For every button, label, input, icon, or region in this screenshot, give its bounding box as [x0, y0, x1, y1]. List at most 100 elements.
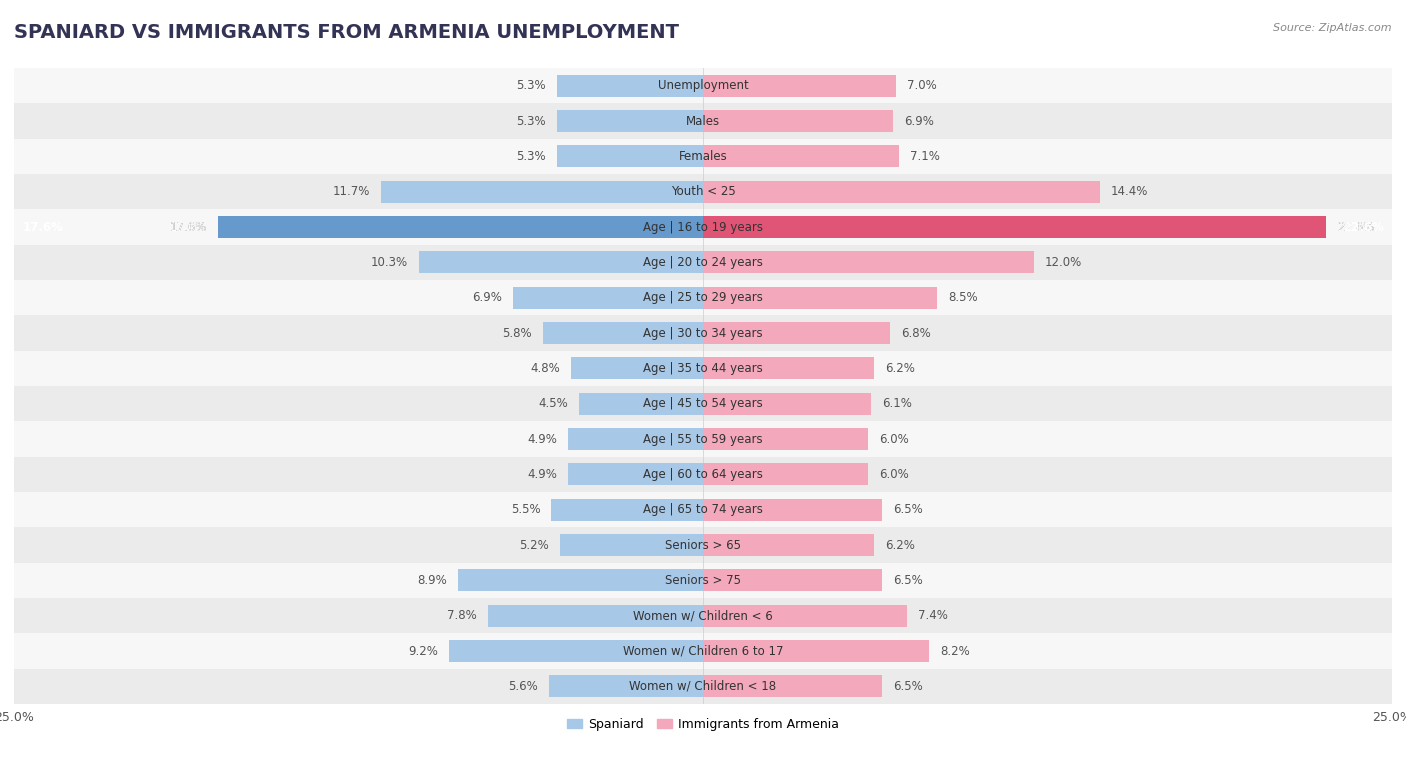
- Bar: [458, 569, 703, 591]
- Text: Females: Females: [679, 150, 727, 163]
- Bar: [703, 640, 929, 662]
- Text: 5.3%: 5.3%: [516, 150, 546, 163]
- Bar: [557, 145, 703, 167]
- Bar: [14, 139, 1392, 174]
- Bar: [703, 75, 896, 97]
- Text: 6.5%: 6.5%: [893, 503, 922, 516]
- Bar: [703, 111, 893, 132]
- Text: Age | 20 to 24 years: Age | 20 to 24 years: [643, 256, 763, 269]
- Bar: [14, 386, 1392, 422]
- Text: Age | 25 to 29 years: Age | 25 to 29 years: [643, 291, 763, 304]
- Text: 6.5%: 6.5%: [893, 680, 922, 693]
- Bar: [551, 499, 703, 521]
- Text: 17.6%: 17.6%: [170, 220, 207, 234]
- Text: 4.9%: 4.9%: [527, 468, 557, 481]
- Text: 7.8%: 7.8%: [447, 609, 477, 622]
- Text: 12.0%: 12.0%: [1045, 256, 1083, 269]
- Text: Males: Males: [686, 114, 720, 128]
- Bar: [703, 428, 869, 450]
- Bar: [14, 456, 1392, 492]
- Text: 9.2%: 9.2%: [409, 644, 439, 658]
- Bar: [548, 675, 703, 697]
- Bar: [381, 181, 703, 203]
- Bar: [703, 217, 1326, 238]
- Bar: [488, 605, 703, 627]
- Bar: [218, 217, 703, 238]
- Bar: [703, 287, 938, 309]
- Text: Age | 35 to 44 years: Age | 35 to 44 years: [643, 362, 763, 375]
- Text: Unemployment: Unemployment: [658, 79, 748, 92]
- Text: Youth < 25: Youth < 25: [671, 185, 735, 198]
- Text: 4.8%: 4.8%: [530, 362, 560, 375]
- Text: 11.7%: 11.7%: [332, 185, 370, 198]
- Bar: [703, 605, 907, 627]
- Text: 8.9%: 8.9%: [418, 574, 447, 587]
- Bar: [703, 499, 882, 521]
- Text: 5.5%: 5.5%: [510, 503, 540, 516]
- Text: 22.6%: 22.6%: [1337, 220, 1374, 234]
- Bar: [14, 634, 1392, 668]
- Text: 6.1%: 6.1%: [882, 397, 912, 410]
- Text: 7.1%: 7.1%: [910, 150, 939, 163]
- Bar: [703, 569, 882, 591]
- Text: 6.0%: 6.0%: [879, 432, 910, 446]
- Bar: [571, 357, 703, 379]
- Text: Age | 45 to 54 years: Age | 45 to 54 years: [643, 397, 763, 410]
- Text: Age | 30 to 34 years: Age | 30 to 34 years: [643, 326, 763, 340]
- Text: 6.0%: 6.0%: [879, 468, 910, 481]
- Bar: [703, 181, 1099, 203]
- Text: 5.2%: 5.2%: [519, 538, 548, 552]
- Bar: [14, 598, 1392, 634]
- Text: 4.5%: 4.5%: [538, 397, 568, 410]
- Text: Women w/ Children 6 to 17: Women w/ Children 6 to 17: [623, 644, 783, 658]
- Bar: [14, 316, 1392, 350]
- Text: Seniors > 75: Seniors > 75: [665, 574, 741, 587]
- Text: 4.9%: 4.9%: [527, 432, 557, 446]
- Text: 5.6%: 5.6%: [508, 680, 537, 693]
- Text: 17.6%: 17.6%: [170, 220, 207, 234]
- Text: 6.9%: 6.9%: [904, 114, 934, 128]
- Bar: [703, 393, 872, 415]
- Bar: [14, 104, 1392, 139]
- Bar: [557, 75, 703, 97]
- Text: Women w/ Children < 18: Women w/ Children < 18: [630, 680, 776, 693]
- Text: 14.4%: 14.4%: [1111, 185, 1149, 198]
- Bar: [703, 463, 869, 485]
- Bar: [568, 428, 703, 450]
- Bar: [568, 463, 703, 485]
- Bar: [14, 668, 1392, 704]
- Bar: [14, 210, 1392, 245]
- Bar: [14, 350, 1392, 386]
- Text: 5.8%: 5.8%: [502, 326, 531, 340]
- Text: Age | 65 to 74 years: Age | 65 to 74 years: [643, 503, 763, 516]
- Text: Age | 16 to 19 years: Age | 16 to 19 years: [643, 220, 763, 234]
- Text: 17.6%: 17.6%: [22, 220, 63, 234]
- Text: 22.6%: 22.6%: [1343, 220, 1384, 234]
- Text: Source: ZipAtlas.com: Source: ZipAtlas.com: [1274, 23, 1392, 33]
- Bar: [543, 322, 703, 344]
- Text: 8.2%: 8.2%: [941, 644, 970, 658]
- Text: SPANIARD VS IMMIGRANTS FROM ARMENIA UNEMPLOYMENT: SPANIARD VS IMMIGRANTS FROM ARMENIA UNEM…: [14, 23, 679, 42]
- Bar: [703, 675, 882, 697]
- Text: 10.3%: 10.3%: [371, 256, 408, 269]
- Bar: [703, 251, 1033, 273]
- Bar: [703, 322, 890, 344]
- Bar: [14, 422, 1392, 456]
- Bar: [14, 562, 1392, 598]
- Bar: [703, 357, 875, 379]
- Bar: [14, 68, 1392, 104]
- Bar: [14, 528, 1392, 562]
- Text: 8.5%: 8.5%: [948, 291, 979, 304]
- Text: 7.4%: 7.4%: [918, 609, 948, 622]
- Text: 6.9%: 6.9%: [472, 291, 502, 304]
- Bar: [703, 534, 875, 556]
- Text: Age | 55 to 59 years: Age | 55 to 59 years: [643, 432, 763, 446]
- Text: 5.3%: 5.3%: [516, 114, 546, 128]
- Bar: [14, 245, 1392, 280]
- Text: 7.0%: 7.0%: [907, 79, 936, 92]
- Bar: [419, 251, 703, 273]
- Text: 6.8%: 6.8%: [901, 326, 931, 340]
- Text: Women w/ Children < 6: Women w/ Children < 6: [633, 609, 773, 622]
- Bar: [14, 492, 1392, 528]
- Text: 22.6%: 22.6%: [1337, 220, 1374, 234]
